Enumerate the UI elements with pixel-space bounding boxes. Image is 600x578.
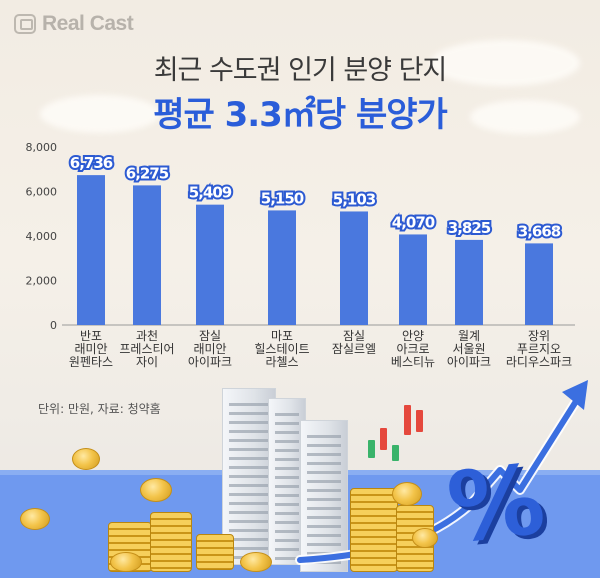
bar-value-label: 4,070 [392, 213, 435, 231]
cloud-decoration [40, 95, 160, 133]
candlestick-icon [380, 428, 387, 450]
candlestick-icon [368, 440, 375, 458]
coin-icon [240, 552, 272, 572]
x-category-label-line: 서울원 [452, 342, 485, 356]
x-category-label: 마포 힐스테이트 라첼스 [254, 329, 309, 369]
candlestick-icon [392, 445, 399, 461]
bar [399, 234, 427, 325]
coin-stack-icon [150, 512, 192, 572]
coin-icon [110, 552, 142, 572]
apartment-building-illustration [300, 420, 348, 572]
x-category-label-line: 아크로 [396, 342, 429, 356]
x-category-label: 잠실 래미안 아이파크 [188, 329, 232, 369]
x-category-label-line: 래미안 [193, 342, 226, 356]
x-category-label-line: 장위 [528, 329, 550, 343]
bar [77, 175, 105, 325]
x-category-label-line: 마포 [271, 329, 293, 343]
x-category-label-line: 라첼스 [265, 355, 298, 369]
bar [455, 239, 483, 325]
x-category-label-line: 원펜타스 [69, 355, 113, 369]
percent-icon: % [442, 443, 550, 565]
candlestick-icon [416, 410, 423, 432]
x-category-label-line: 아이파크 [188, 355, 232, 369]
bar [340, 211, 368, 325]
y-tick-label: 2,000 [26, 275, 58, 288]
x-category-label: 과천 프레스티어 자이 [119, 328, 174, 369]
x-category-label-line: 잠실르엘 [332, 342, 376, 356]
bar-value-label: 5,409 [189, 184, 232, 202]
coin-icon [412, 528, 438, 548]
coin-icon [20, 508, 50, 530]
chart-subtitle: 평균 3.3㎡당 분양가 [153, 95, 448, 135]
realcast-logo-icon [14, 14, 36, 34]
x-category-label-line: 과천 [136, 328, 158, 343]
bar [525, 243, 553, 325]
x-category-label-line: 잠실 [343, 329, 365, 343]
x-category-label-line: 아이파크 [447, 355, 491, 369]
y-tick-label: 0 [50, 319, 57, 332]
cloud-decoration [430, 40, 580, 86]
brand-logo: Real Cast [14, 12, 134, 36]
x-category-label-line: 푸르지오 [517, 342, 561, 356]
bar [133, 185, 161, 325]
x-category-label-line: 잠실 [199, 329, 221, 343]
x-category-label-line: 반포 [80, 329, 102, 343]
coin-icon [72, 448, 100, 470]
y-tick-label: 8,000 [26, 141, 58, 154]
x-category-label-line: 월계 [458, 329, 480, 343]
x-category-label: 월계 서울원 아이파크 [447, 329, 491, 369]
bar-value-label: 6,275 [126, 164, 169, 182]
x-category-label: 장위 푸르지오 라디우스파크 [506, 329, 572, 369]
y-tick-label: 6,000 [26, 186, 58, 199]
bar-value-label: 3,668 [518, 222, 561, 240]
candlestick-icon [404, 405, 411, 435]
x-category-label: 잠실 잠실르엘 [332, 329, 376, 356]
x-category-label-line: 라디우스파크 [506, 355, 572, 369]
coin-stack-icon [350, 488, 398, 572]
cloud-decoration [470, 100, 580, 134]
coin-icon [140, 478, 172, 502]
x-category-label-line: 베스티뉴 [391, 355, 435, 369]
bar-value-label: 5,103 [333, 190, 376, 208]
y-tick-label: 4,000 [26, 230, 58, 243]
bar-value-label: 6,736 [70, 154, 113, 172]
bar-value-label: 5,150 [261, 189, 304, 207]
x-category-label-line: 래미안 [74, 342, 107, 356]
bar-value-label: 3,825 [448, 219, 491, 237]
chart-title: 최근 수도권 인기 분양 단지 [153, 55, 448, 86]
coin-stack-icon [196, 534, 234, 570]
apartment-building-illustration [268, 398, 306, 565]
x-category-label: 안양 아크로 베스티뉴 [391, 329, 435, 369]
x-category-label-line: 자이 [136, 355, 158, 369]
coin-icon [392, 482, 422, 506]
logo-text: Real Cast [42, 12, 134, 35]
x-category-label: 반포 래미안 원펜타스 [69, 329, 113, 369]
bar [196, 204, 224, 325]
x-category-label-line: 힐스테이트 [254, 342, 309, 356]
x-category-label-line: 안양 [402, 329, 424, 343]
x-category-label-line: 프레스티어 [119, 342, 174, 356]
bar [268, 210, 296, 325]
source-note: 단위: 만원, 자료: 청약홈 [38, 402, 161, 416]
